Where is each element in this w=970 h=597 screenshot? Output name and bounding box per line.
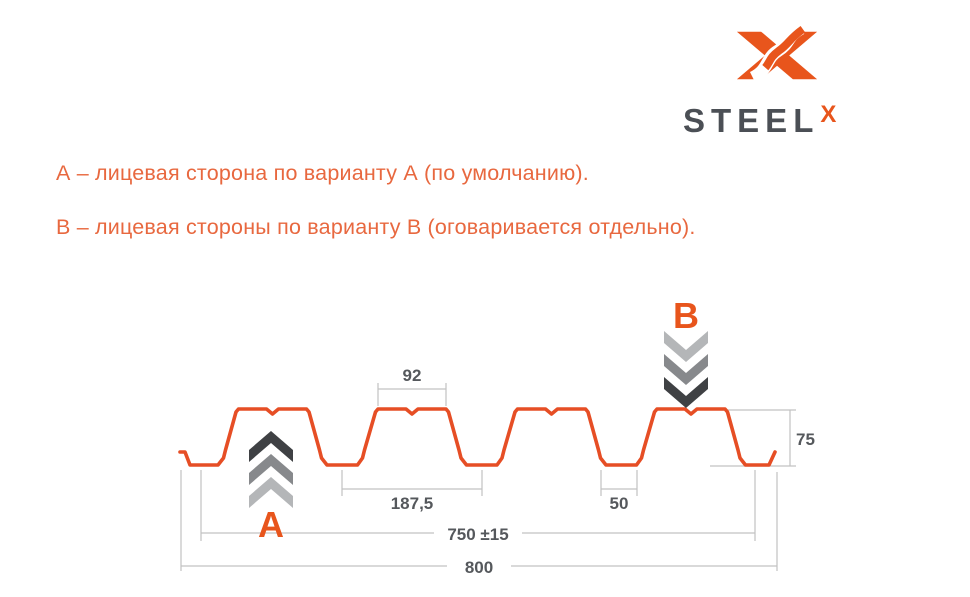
side-b-arrow-icon [664, 331, 708, 408]
side-b-label: B [673, 295, 699, 336]
steelx-logo-icon [731, 20, 913, 96]
dim-working-width-value: 750 ±15 [447, 525, 508, 544]
dim-rib-pitch-value: 187,5 [391, 494, 434, 513]
steelx-logo: STEELX [683, 20, 913, 140]
dim-top-flange-value: 92 [403, 366, 422, 385]
note-variant-b: В – лицевая стороны по варианту В (огова… [56, 215, 696, 239]
dim-height: 75 [710, 409, 815, 467]
dim-rib-pitch: 187,5 [341, 470, 483, 513]
steelx-wordmark: STEELX [683, 101, 913, 140]
dim-overall-width-value: 800 [465, 558, 493, 577]
dim-working-width: 750 ±15 [200, 470, 756, 544]
side-a-label: A [258, 504, 284, 545]
wordmark-steel: STEEL [683, 102, 820, 139]
sheet-profile-outline [178, 407, 777, 467]
x-mark-icon [736, 22, 818, 84]
wordmark-x: X [820, 101, 837, 128]
dim-bottom-flange: 50 [600, 470, 638, 513]
side-a-arrow-icon [249, 431, 293, 508]
dim-bottom-flange-value: 50 [610, 494, 629, 513]
dim-top-flange: 92 [377, 366, 447, 406]
dim-height-value: 75 [796, 430, 815, 449]
note-variant-a: А – лицевая сторона по варианту А (по ум… [56, 161, 589, 185]
dim-overall-width: 800 [180, 470, 778, 577]
